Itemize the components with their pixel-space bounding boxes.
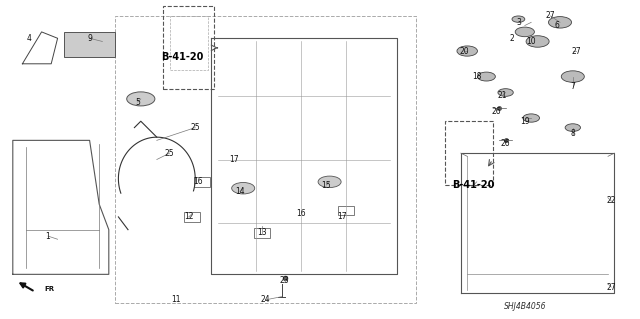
Circle shape (498, 89, 513, 96)
Text: 14: 14 (235, 187, 245, 196)
Text: 7: 7 (570, 82, 575, 91)
Text: 25: 25 (190, 123, 200, 132)
Text: 23: 23 (280, 276, 290, 285)
Circle shape (523, 114, 540, 122)
Circle shape (561, 71, 584, 82)
Text: 8: 8 (570, 130, 575, 138)
Text: 26: 26 (500, 139, 511, 148)
Text: 11: 11 (172, 295, 180, 304)
Text: 25: 25 (164, 149, 175, 158)
Text: B-41-20: B-41-20 (161, 52, 204, 63)
Text: 10: 10 (526, 37, 536, 46)
Text: 5: 5 (135, 98, 140, 107)
Circle shape (457, 46, 477, 56)
Text: 19: 19 (520, 117, 530, 126)
Text: 6: 6 (554, 21, 559, 30)
Text: 13: 13 (257, 228, 268, 237)
Text: 26: 26 (491, 107, 501, 116)
Polygon shape (64, 32, 115, 57)
Text: FR: FR (45, 286, 55, 292)
Text: 24: 24 (260, 295, 271, 304)
Text: 16: 16 (193, 177, 204, 186)
Text: SHJ4B4056: SHJ4B4056 (504, 302, 546, 311)
Text: 17: 17 (228, 155, 239, 164)
Circle shape (232, 182, 255, 194)
Text: 18: 18 (472, 72, 481, 81)
Text: 20: 20 (459, 47, 469, 56)
Text: 1: 1 (45, 232, 51, 241)
Text: 3: 3 (516, 18, 521, 27)
Text: 12: 12 (184, 212, 193, 221)
Text: 27: 27 (545, 11, 556, 20)
Text: 16: 16 (296, 209, 306, 218)
Circle shape (515, 27, 534, 37)
Circle shape (477, 72, 495, 81)
Text: 4: 4 (26, 34, 31, 43)
Text: 2: 2 (509, 34, 515, 43)
Circle shape (127, 92, 155, 106)
Circle shape (565, 124, 580, 131)
Text: 15: 15 (321, 181, 332, 189)
Circle shape (318, 176, 341, 188)
Text: 22: 22 (607, 197, 616, 205)
Text: 21: 21 (498, 91, 507, 100)
Text: B-41-20: B-41-20 (452, 180, 495, 190)
Circle shape (548, 17, 572, 28)
Circle shape (526, 36, 549, 47)
Text: 9: 9 (87, 34, 92, 43)
Text: 17: 17 (337, 212, 348, 221)
Text: 27: 27 (606, 283, 616, 292)
Text: 27: 27 (571, 47, 581, 56)
Circle shape (512, 16, 525, 22)
